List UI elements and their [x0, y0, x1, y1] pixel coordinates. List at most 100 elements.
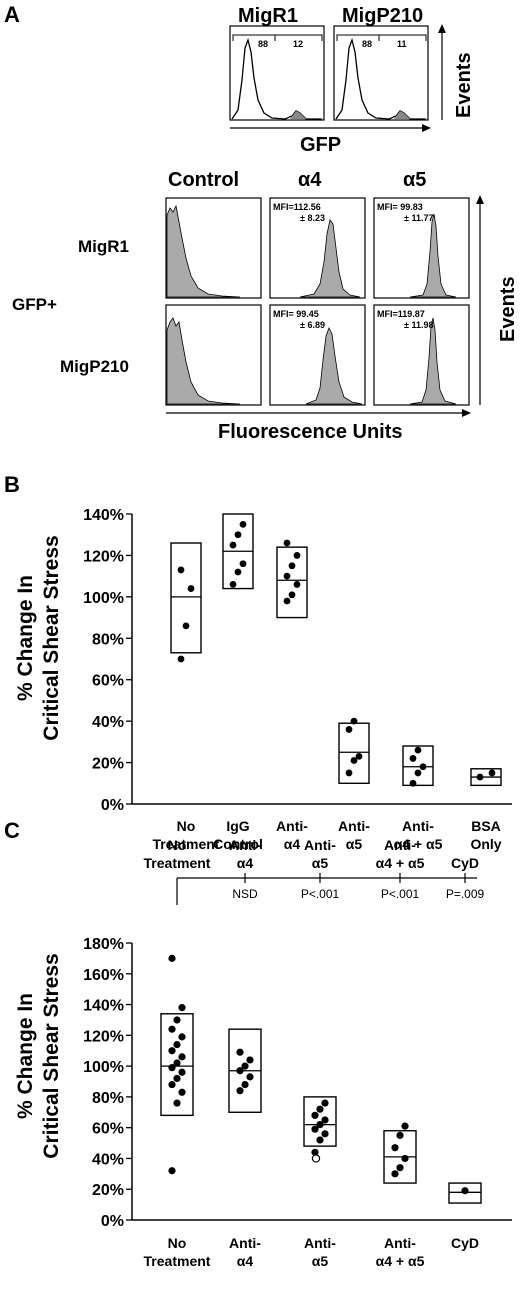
panel-b-data-point — [288, 562, 296, 570]
top-frame-migr1 — [229, 25, 325, 121]
cell-migp210-control — [165, 304, 262, 406]
panel-b-ytick-label: 60% — [92, 673, 124, 690]
panel-c-data-point — [178, 1033, 186, 1041]
panel-c-data-point — [168, 1064, 176, 1072]
row-label-migr1: MigR1 — [78, 237, 129, 256]
panel-c-data-point — [178, 1088, 186, 1096]
panel-b-data-point — [350, 717, 358, 725]
panel-c-data-point — [168, 1167, 176, 1175]
gate-bar-negative-migr1 — [232, 34, 276, 41]
panel-c-data-point — [178, 1053, 186, 1061]
panel-c-category-label-line1: Anti- — [384, 1235, 416, 1251]
panel-c-data-point — [246, 1056, 254, 1064]
top-histogram-migr1 — [231, 37, 322, 120]
panel-b-category-label-line2: α4 + α5 — [394, 836, 443, 852]
panel-c-data-point — [316, 1136, 324, 1144]
panel-label-b: B — [4, 472, 20, 497]
panel-c-data-point — [396, 1131, 404, 1139]
gfp-positive-label: GFP+ — [12, 295, 57, 314]
panel-b-chart: % Change In Critical Shear Stress 0% 20% 4… — [14, 507, 512, 852]
row-label-migp210: MigP210 — [60, 357, 129, 376]
panel-b-data-point — [283, 572, 291, 580]
panel-c-data-point — [173, 1040, 181, 1049]
top-histogram-migp210 — [335, 37, 426, 120]
panel-c-ylabel-line2: Critical Shear Stress — [40, 953, 63, 1158]
panel-b-data-point — [177, 655, 185, 663]
histogram-migr1-alpha5 — [409, 213, 457, 298]
panel-b-category-label-line2: α4 — [284, 836, 301, 852]
panel-b-data-point — [293, 552, 301, 559]
panel-c-data-point — [168, 954, 176, 962]
panel-b-data-point — [414, 769, 422, 777]
panel-b-box — [276, 546, 308, 619]
gate-label-11-migp210: 11 — [397, 39, 407, 49]
panel-b-box — [402, 745, 434, 787]
panel-b-data-point — [488, 769, 496, 777]
panel-c-data-point — [321, 1130, 329, 1138]
mfi-migp210-alpha4-line2: ± 6.89 — [300, 320, 325, 330]
mfi-migr1-alpha5-line1: MFI= 99.83 — [377, 202, 423, 212]
panel-b-data-point — [288, 591, 296, 599]
panel-b-data-point — [239, 560, 247, 568]
panel-c-header-line2: α4 — [237, 855, 254, 871]
panel-c-header-line2: CyD — [451, 855, 479, 871]
panel-c-data-point — [321, 1116, 329, 1124]
panel-c-open-data-point — [311, 1154, 321, 1163]
panel-c-data-point — [311, 1111, 319, 1119]
panel-b-data-point — [187, 585, 195, 592]
panel-b-category-label-line1: BSA — [471, 818, 501, 834]
panel-b-data-point — [229, 581, 237, 588]
panel-c-data-point — [236, 1048, 244, 1056]
panel-b-data-point — [355, 752, 363, 760]
panel-c-header-line1: Anti- — [229, 837, 261, 853]
top-gfp-peak-migr1 — [290, 111, 306, 119]
gate-label-12-migr1: 12 — [293, 39, 303, 49]
fluorescence-axis-arrowhead — [462, 409, 471, 417]
mfi-migr1-alpha4-line2: ± 8.23 — [300, 213, 325, 223]
panel-b-ylabel-line2: Critical Shear Stress — [40, 535, 63, 740]
gfp-axis-label: GFP — [300, 134, 341, 156]
histogram-migp210-control — [166, 317, 241, 405]
cell-migr1-alpha4 — [269, 197, 366, 299]
histogram-migp210-alpha5 — [409, 317, 457, 405]
panel-b-data-point — [350, 757, 358, 764]
panel-b-ytick-label: 20% — [92, 756, 124, 773]
mfi-migp210-alpha4-line1: MFI= 99.45 — [273, 309, 319, 319]
panel-b-data-point — [283, 539, 291, 547]
panel-c-data-point — [241, 1080, 249, 1089]
panel-b-category-label-line2: α5 — [346, 836, 363, 852]
panel-c-ytick-label: 120% — [83, 1028, 124, 1045]
panel-b-data-point — [476, 773, 484, 781]
panel-b-data-point — [293, 581, 301, 588]
top-frame-migp210 — [333, 25, 429, 121]
panel-c-data-point — [391, 1144, 399, 1152]
top-gfp-peak-migp210 — [394, 111, 410, 119]
panel-c-data-point — [168, 1047, 176, 1055]
panel-c-ytick-label: 40% — [92, 1151, 124, 1168]
grid-events-axis-arrowhead — [476, 195, 484, 204]
panel-c-data-point — [168, 1025, 176, 1033]
gfp-axis-arrowhead — [422, 124, 431, 132]
panel-c-data-point — [401, 1154, 409, 1163]
histogram-migr1-alpha4 — [299, 219, 361, 298]
panel-c-category-label-line1: Anti- — [304, 1235, 336, 1251]
panel-c-data-point — [401, 1122, 409, 1130]
panel-b-ytick-label: 100% — [83, 590, 124, 607]
panel-c-data-point — [311, 1125, 319, 1133]
panel-b-data-point — [234, 531, 242, 539]
panel-c-data-point — [173, 1016, 181, 1024]
panel-c-data-point — [316, 1120, 324, 1129]
panel-a-top: MigR1 MigP210 88 12 88 11 GFP Events — [229, 5, 475, 156]
panel-b-data-point — [345, 726, 353, 733]
fluorescence-axis-label: Fluorescence Units — [218, 421, 403, 443]
panel-c-category-label-line1: CyD — [451, 1235, 479, 1251]
gate-label-88-migr1: 88 — [258, 39, 268, 49]
panel-c-data-point — [321, 1099, 329, 1107]
panel-c-ytick-label: 100% — [83, 1059, 124, 1076]
panel-c-data-point — [168, 1080, 176, 1089]
panel-b-data-point — [409, 755, 417, 762]
panel-c-data-point — [396, 1164, 404, 1172]
panel-c-category-label-line2: α5 — [312, 1253, 329, 1269]
panel-c-data-point — [173, 1074, 181, 1083]
